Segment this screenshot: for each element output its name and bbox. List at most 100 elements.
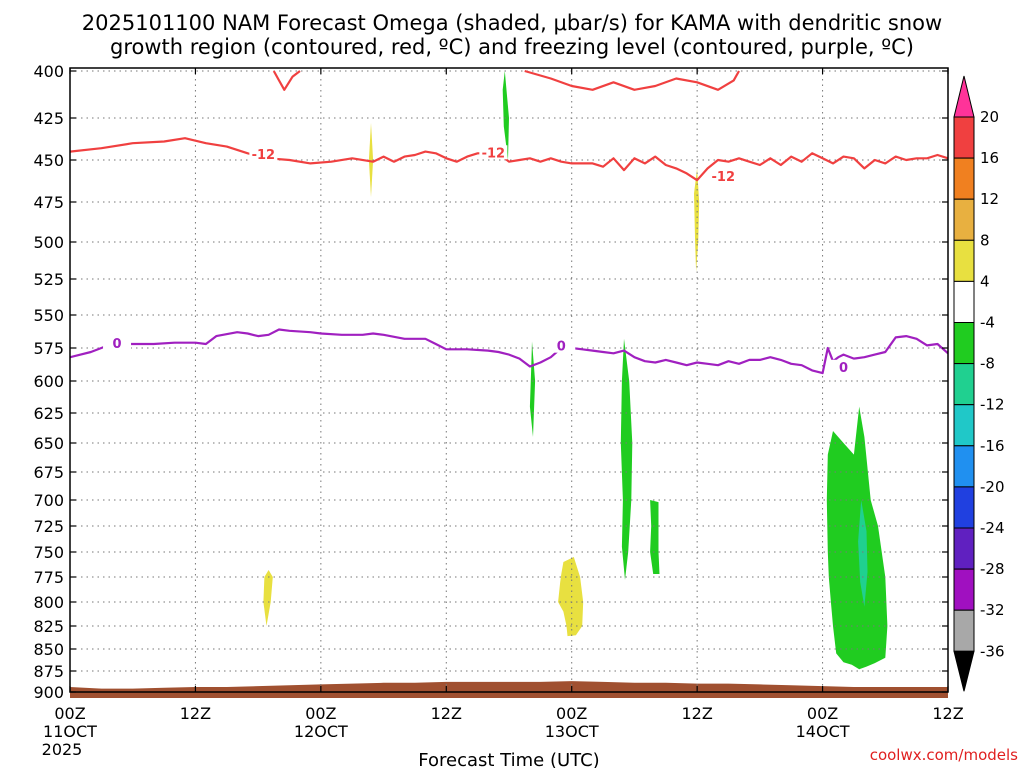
y-tick-label: 850 — [33, 640, 64, 659]
contour-label: -12 — [252, 148, 276, 163]
y-tick-label: 825 — [33, 617, 64, 636]
y-tick-label: 875 — [33, 662, 64, 681]
colorbar-box — [953, 157, 975, 200]
contour-label-bg — [829, 359, 858, 374]
colorbar-box — [953, 280, 975, 323]
y-tick-label: 425 — [33, 109, 64, 128]
contour-line-0 — [70, 137, 948, 182]
omega-shade-9 — [858, 500, 868, 607]
contour-line-1 — [272, 70, 301, 91]
colorbar-label: 20 — [980, 108, 999, 126]
credit-label: coolwx.com/models — [870, 746, 1018, 764]
y-tick-label: 650 — [33, 434, 64, 453]
colorbar-box — [953, 486, 975, 529]
y-tick-label: 775 — [33, 568, 64, 587]
colorbar-label: -4 — [980, 314, 995, 332]
omega-shade-1 — [368, 123, 374, 197]
contour-label-bg — [709, 168, 738, 183]
omega-shade-2 — [558, 557, 584, 637]
contour-line-3 — [70, 328, 948, 375]
omega-shade-0 — [263, 570, 273, 626]
x-axis-label: Forecast Time (UTC) — [418, 750, 599, 768]
x-tick-label: 12Z — [180, 704, 211, 723]
contour-line-2 — [524, 69, 740, 91]
terrain-layer — [70, 681, 948, 698]
colorbar-bottom-arrow — [953, 650, 975, 692]
colorbar-label: -24 — [980, 519, 1005, 537]
y-tick-label: 550 — [33, 306, 64, 325]
grid-layer — [69, 68, 949, 693]
y-tick-label: 525 — [33, 270, 64, 289]
x-tick-label: 12Z — [431, 704, 462, 723]
colorbar-box — [953, 363, 975, 406]
y-tick-label: 675 — [33, 463, 64, 482]
contour-lines — [70, 69, 948, 375]
colorbar-label: -12 — [980, 396, 1005, 414]
omega-shade-5 — [529, 341, 536, 437]
colorbar-box — [953, 404, 975, 447]
colorbar-top-arrow — [953, 75, 975, 118]
colorbar: 20 16 12 8 4 -4 -8 -12 -16 -20 -24 -28 -32 -36 — [953, 75, 1005, 692]
omega-shade-6 — [620, 338, 633, 580]
contour-label: -12 — [712, 170, 736, 185]
colorbar-label: -28 — [980, 560, 1005, 578]
y-tick-label: 750 — [33, 543, 64, 562]
colorbar-box — [953, 568, 975, 611]
x-tick-label: 00Z — [305, 704, 336, 723]
contour-layer: -12 -12 -12 0 0 0 — [70, 69, 948, 376]
terrain-surface — [70, 681, 948, 698]
y-tick-label: 700 — [33, 491, 64, 510]
contour-label: 0 — [557, 340, 566, 355]
x-tick-label: 00Z — [54, 704, 85, 723]
x-tick-label: 00Z — [556, 704, 587, 723]
y-tick-label: 800 — [33, 593, 64, 612]
y-tick-label: 475 — [33, 193, 64, 212]
y-axis-ticks: 400 425 450 475 500 525 550 575 600 625 650 675 700 7… — [33, 62, 948, 702]
contour-label: 0 — [113, 337, 122, 352]
colorbar-box — [953, 445, 975, 488]
x-tick-year: 2025 — [42, 740, 83, 759]
x-tick-date: 14OCT — [796, 722, 850, 741]
colorbar-label: -32 — [980, 601, 1005, 619]
y-tick-label: 500 — [33, 233, 64, 252]
contour-label-bg — [547, 338, 576, 353]
x-tick-label: 12Z — [932, 704, 963, 723]
x-tick-date: 11OCT — [43, 722, 97, 741]
contour-label-bg — [249, 146, 278, 161]
y-tick-label: 600 — [33, 372, 64, 391]
x-tick-label: 12Z — [681, 704, 712, 723]
contour-label: 0 — [839, 361, 848, 376]
colorbar-box — [953, 116, 975, 159]
omega-shade-4 — [502, 71, 509, 160]
colorbar-label: 16 — [980, 149, 999, 167]
omega-shade-8 — [826, 406, 888, 670]
x-tick-date: 13OCT — [545, 722, 599, 741]
plot-frame — [69, 67, 949, 693]
colorbar-label: -16 — [980, 437, 1005, 455]
colorbar-label: -8 — [980, 355, 995, 373]
colorbar-box — [953, 239, 975, 282]
x-tick-label: 00Z — [807, 704, 838, 723]
chart-title-line1: 2025101100 NAM Forecast Omega (shaded, μ… — [82, 11, 942, 35]
y-tick-label: 400 — [33, 62, 64, 81]
omega-shade-3 — [694, 168, 700, 272]
y-tick-label: 900 — [33, 683, 64, 702]
colorbar-box — [953, 527, 975, 570]
y-tick-label: 575 — [33, 339, 64, 358]
x-tick-date: 12OCT — [294, 722, 348, 741]
colorbar-label: 4 — [980, 272, 990, 290]
colorbar-label: -20 — [980, 478, 1005, 496]
colorbar-label: 12 — [980, 190, 999, 208]
colorbar-box — [953, 322, 975, 365]
y-tick-label: 625 — [33, 404, 64, 423]
colorbar-label: 8 — [980, 231, 990, 249]
omega-shading-layer — [263, 71, 888, 670]
contour-label-bg — [103, 336, 132, 351]
colorbar-label: -36 — [980, 642, 1005, 660]
contour-label-bg — [479, 145, 508, 160]
chart-title-line2: growth region (contoured, red, ºC) and f… — [110, 35, 914, 59]
contour-label: -12 — [482, 146, 506, 161]
y-tick-label: 450 — [33, 151, 64, 170]
